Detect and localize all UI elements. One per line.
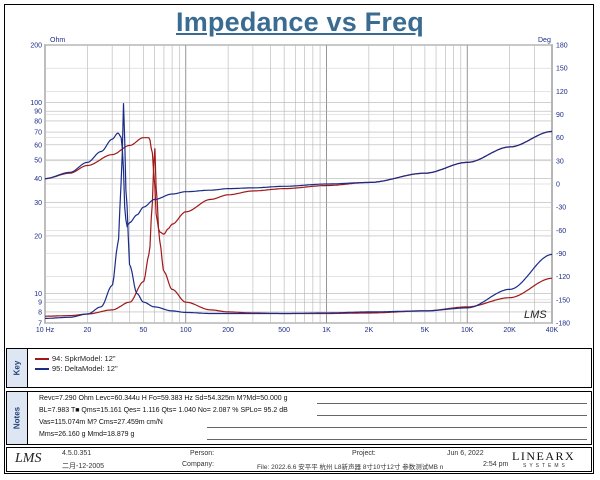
brand-subtitle: SYSTEMS <box>523 463 568 469</box>
file-name: File: 2022.6.6 安平平 杭州 L8新声器 8寸10寸12寸 参数测… <box>257 464 444 471</box>
x-tick-label: 200 <box>222 327 234 334</box>
y-left-tick-label: 50 <box>34 157 42 164</box>
legend-swatch-blue <box>35 368 49 371</box>
x-tick-label: 100 <box>180 327 192 334</box>
legend-item: 94: SpkrModel: 12" <box>35 354 116 363</box>
plot-badge: LMS <box>524 309 547 321</box>
y-left-tick-label: 70 <box>34 130 42 137</box>
legend-label: 94: SpkrModel: 12" <box>52 354 116 363</box>
series-lines <box>45 103 553 319</box>
legend-swatch-red <box>35 358 49 361</box>
y-right-tick-label: 60 <box>556 135 564 142</box>
chart-title: Impedance vs Freq <box>176 7 424 37</box>
x-tick-label: 10K <box>461 327 474 334</box>
y-left-tick-label: 30 <box>34 200 42 207</box>
notes-tab-label: Notes <box>12 406 22 430</box>
right-unit-label: Deg <box>538 37 551 44</box>
y-right-tick-label: 150 <box>556 66 568 73</box>
x-tick-label: 500 <box>278 327 290 334</box>
y-right-tick-label: 30 <box>556 158 564 165</box>
note-line-4: Mms=26.160 g Mmd=18.879 g <box>39 431 135 438</box>
x-tick-label: 50 <box>139 327 147 334</box>
y-left-tick-label: 8 <box>38 309 42 316</box>
y-left-tick-label: 60 <box>34 142 42 149</box>
divider-line <box>317 403 587 404</box>
report-time: 2:54 pm <box>483 461 509 468</box>
y-right-tick-label: -90 <box>556 251 566 258</box>
divider-line <box>207 427 587 428</box>
notes-panel: Notes Revc=7.290 Ohm Levc=60.344u H Fo=5… <box>6 391 592 445</box>
tick-labels: 10 Hz 20 50 100 200 500 1K 2K 5K 10K 20K 40K2001009… <box>30 43 570 335</box>
impedance-curve <box>45 103 553 319</box>
footer-logo: LMS <box>15 451 42 466</box>
x-tick-label: 5K <box>421 327 430 334</box>
notes-tab: Notes <box>7 392 28 444</box>
legend-panel: Key 94: SpkrModel: 12" 95: DeltaModel: 1… <box>6 348 592 388</box>
legend-item: 95: DeltaModel: 12" <box>35 364 118 373</box>
x-tick-label: 1K <box>322 327 331 334</box>
y-left-tick-label: 200 <box>30 43 42 50</box>
software-version: 4.5.0.351 <box>62 450 92 457</box>
impedance-chart: 10 Hz 20 50 100 200 500 1K 2K 5K 10K 20K 40K2001009… <box>30 37 570 335</box>
y-right-tick-label: 120 <box>556 89 568 96</box>
person-label: Person: <box>190 450 215 457</box>
y-right-tick-label: 180 <box>556 43 568 50</box>
divider-line <box>317 415 587 416</box>
legend-tab: Key <box>7 349 28 387</box>
x-tick-label: 20K <box>503 327 516 334</box>
x-tick-label: 2K <box>365 327 374 334</box>
note-line-2: BL=7.983 T■ Qms=15.161 Qes= 1.116 Qts= 1… <box>39 407 288 414</box>
y-left-tick-label: 100 <box>30 100 42 107</box>
y-right-tick-label: 0 <box>556 182 560 189</box>
y-right-tick-label: -30 <box>556 205 566 212</box>
brand-logo: LINEARX <box>512 449 576 463</box>
x-tick-label: 10 Hz <box>36 327 55 334</box>
y-right-tick-label: -180 <box>556 321 570 328</box>
y-left-tick-label: 80 <box>34 118 42 125</box>
x-tick-label: 20 <box>83 327 91 334</box>
x-tick-label: 40K <box>546 327 559 334</box>
legend-label: 95: DeltaModel: 12" <box>52 364 118 373</box>
y-left-tick-label: 20 <box>34 233 42 240</box>
phase-curve <box>45 130 552 228</box>
footer-bar: LMS 4.5.0.351 二月-12-2005 Person: Company… <box>6 447 592 472</box>
note-line-3: Vas=115.074m M? Cms=27.459m cm/N <box>39 419 163 426</box>
project-label: Project: <box>352 450 376 457</box>
report-date: Jun 6, 2022 <box>447 450 484 457</box>
y-left-tick-label: 90 <box>34 109 42 116</box>
y-left-tick-label: 10 <box>34 291 42 298</box>
y-right-tick-label: 90 <box>556 112 564 119</box>
y-right-tick-label: -60 <box>556 228 566 235</box>
y-left-tick-label: 9 <box>38 300 42 307</box>
y-left-tick-label: 40 <box>34 176 42 183</box>
note-line-1: Revc=7.290 Ohm Levc=60.344u H Fo=59.383 … <box>39 395 288 402</box>
company-label: Company: <box>182 461 214 468</box>
legend-tab-label: Key <box>12 360 22 376</box>
y-right-tick-label: -120 <box>556 274 570 281</box>
left-unit-label: Ohm <box>50 37 65 44</box>
divider-line <box>207 439 587 440</box>
y-right-tick-label: -150 <box>556 297 570 304</box>
y-left-tick-label: 7 <box>38 321 42 328</box>
software-date: 二月-12-2005 <box>62 463 105 470</box>
